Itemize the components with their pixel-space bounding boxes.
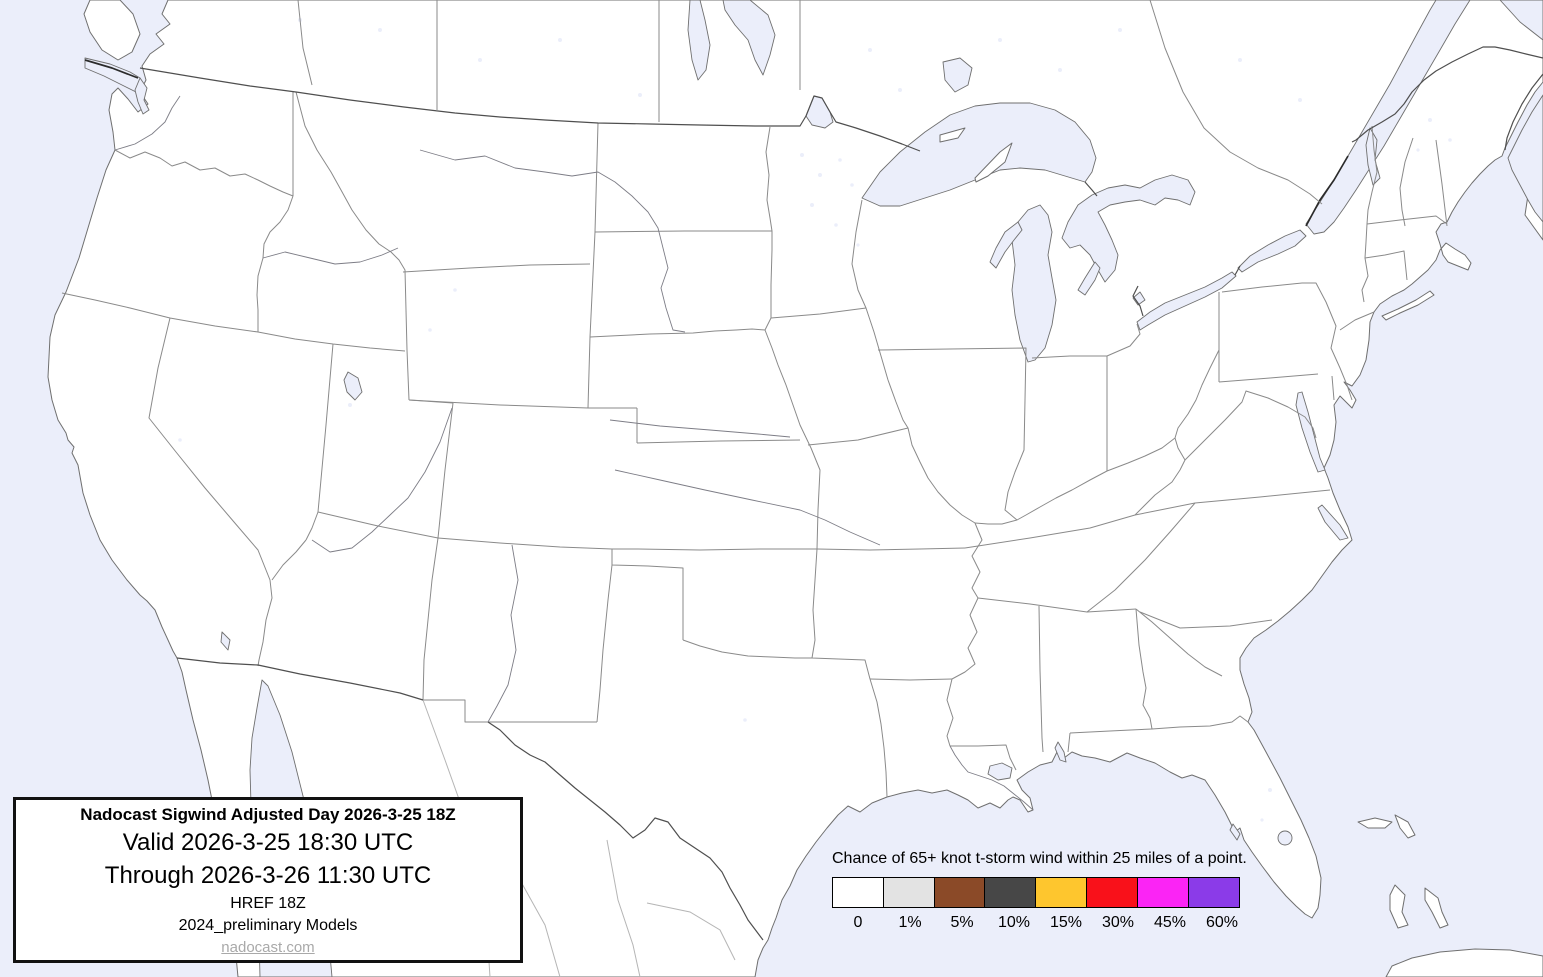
lake-michigan bbox=[1011, 204, 1057, 363]
st-lawrence-border-segment bbox=[1305, 155, 1349, 227]
us-mexico-border bbox=[176, 657, 764, 941]
province-borders bbox=[297, 0, 1323, 205]
lake-pontchartrain bbox=[987, 762, 1013, 781]
forecast-title-box: Nadocast Sigwind Adjusted Day 2026-3-25 … bbox=[13, 797, 523, 963]
nadocast-site-link[interactable]: nadocast.com bbox=[221, 939, 315, 957]
canada-us-border bbox=[139, 46, 1543, 317]
legend-label: 0 bbox=[853, 914, 863, 931]
legend-label: 1% bbox=[898, 914, 922, 931]
legend-label: 30% bbox=[1101, 914, 1135, 931]
long-island bbox=[1381, 290, 1435, 321]
saginaw-bay bbox=[1077, 261, 1101, 296]
legend-swatch bbox=[882, 877, 935, 908]
probability-legend: Chance of 65+ knot t-storm wind within 2… bbox=[832, 850, 1248, 932]
through-time: Through 2026-3-26 11:30 UTC bbox=[104, 862, 432, 890]
small-lakes bbox=[178, 18, 1452, 822]
legend-swatch bbox=[1035, 877, 1088, 908]
legend-label: 45% bbox=[1153, 914, 1187, 931]
state-borders bbox=[61, 91, 1448, 798]
lake-okeechobee bbox=[1277, 830, 1293, 846]
lake-nipigon bbox=[942, 57, 973, 93]
legend-swatch-row bbox=[832, 877, 1248, 908]
forecast-headline: Nadocast Sigwind Adjusted Day 2026-3-25 … bbox=[80, 804, 456, 824]
legend-label: 5% bbox=[950, 914, 974, 931]
bahamas-eleuthera bbox=[1424, 887, 1449, 929]
legend-swatch bbox=[933, 877, 986, 908]
legend-swatch bbox=[1136, 877, 1189, 908]
legend-title: Chance of 65+ knot t-storm wind within 2… bbox=[832, 850, 1247, 867]
legend-swatch bbox=[984, 877, 1037, 908]
legend-swatch bbox=[832, 877, 884, 908]
lake-erie bbox=[1136, 271, 1237, 331]
north-america-land bbox=[47, 0, 1543, 977]
legend-label: 60% bbox=[1205, 914, 1239, 931]
vancouver-island bbox=[83, 0, 141, 61]
model-set: 2024_preliminary Models bbox=[178, 917, 358, 935]
st-lawrence-river bbox=[1305, 0, 1471, 235]
bahamas-grand-bahama bbox=[1357, 817, 1393, 829]
lake-huron bbox=[1061, 174, 1196, 283]
lake-st-clair bbox=[1132, 291, 1146, 306]
pamlico-sound bbox=[1317, 504, 1349, 541]
keweenaw-peninsula bbox=[974, 142, 1013, 183]
tampa-bay bbox=[1229, 823, 1241, 841]
rivers bbox=[114, 95, 1034, 811]
legend-labels: 0 1% 5% 10% 15% 30% 45% 60% bbox=[832, 908, 1248, 932]
great-salt-lake bbox=[343, 371, 363, 401]
model-run: HREF 18Z bbox=[230, 894, 306, 912]
lake-ontario bbox=[1237, 229, 1307, 273]
gulf-of-st-lawrence bbox=[1499, 0, 1543, 41]
legend-swatch bbox=[1086, 877, 1139, 908]
cuba bbox=[1385, 948, 1543, 977]
legend-label: 10% bbox=[997, 914, 1031, 931]
lake-superior bbox=[861, 102, 1097, 207]
salton-sea bbox=[220, 631, 231, 651]
bahamas-abaco bbox=[1394, 814, 1416, 839]
juan-de-fuca-border-segment bbox=[84, 59, 139, 79]
bay-of-fundy bbox=[1507, 94, 1543, 223]
valid-time: Valid 2026-3-25 18:30 UTC bbox=[122, 829, 414, 857]
lake-manitoba bbox=[687, 0, 711, 81]
legend-label: 15% bbox=[1049, 914, 1083, 931]
isle-royale bbox=[939, 127, 966, 143]
mobile-bay bbox=[1054, 741, 1067, 763]
lake-winnipeg bbox=[722, 0, 776, 76]
legend-swatch bbox=[1187, 877, 1240, 908]
green-bay bbox=[989, 221, 1023, 269]
bahamas-andros bbox=[1389, 884, 1409, 929]
puget-sound bbox=[134, 77, 150, 115]
